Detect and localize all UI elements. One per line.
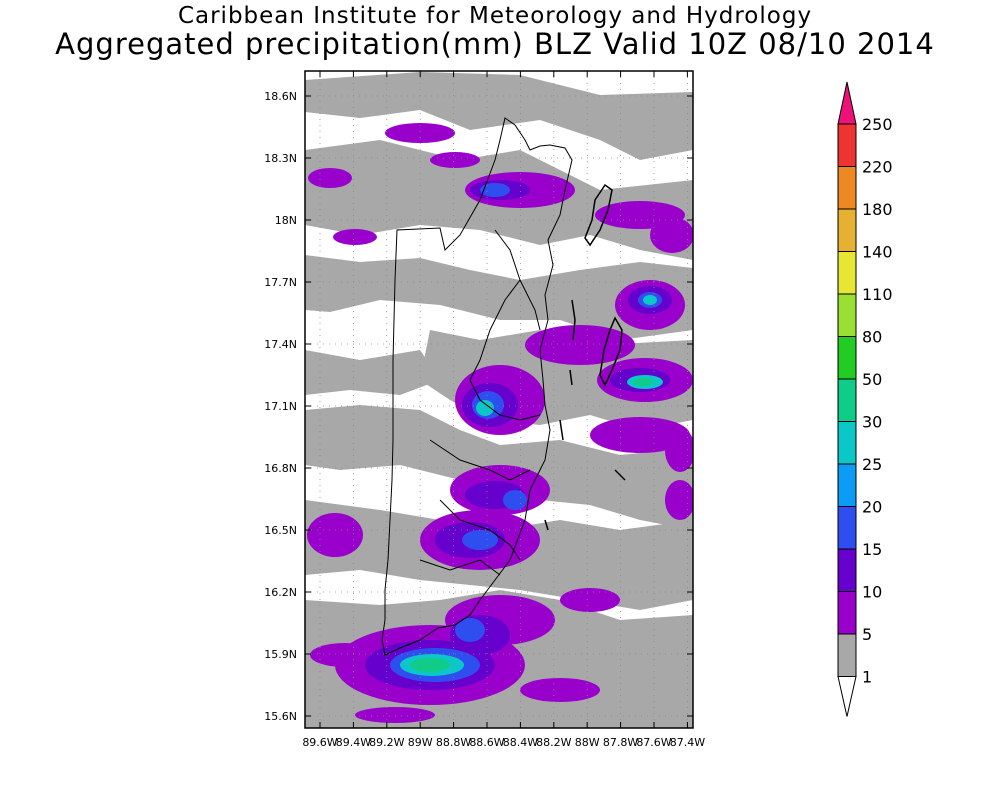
lat-label: 17.1N (264, 400, 297, 413)
lon-label: 89W (408, 736, 433, 749)
lat-label: 16.8N (264, 462, 297, 475)
colorbar-label: 30 (862, 413, 882, 432)
colorbar-box (837, 123, 857, 167)
colorbar-box (837, 293, 857, 337)
map-title: Caribbean Institute for Meteorology and … (177, 3, 813, 29)
offshore-cays (544, 183, 626, 531)
colorbar-upper-triangle (837, 81, 857, 125)
lon-label: 87.4W (670, 736, 705, 749)
colorbar-label: 250 (862, 115, 893, 134)
axis-ticks (305, 71, 693, 728)
colorbar-lower-triangle (837, 676, 857, 717)
country-boundaries (381, 117, 573, 656)
lon-label: 87.8W (603, 736, 638, 749)
colorbar-label: 15 (862, 540, 882, 559)
precipitation-field (305, 71, 693, 728)
colorbar-box (837, 633, 857, 677)
latitude-labels: 18.6N 18.3N 18N 17.7N 17.4N 17.1N 16.8N 16.5N 16… (264, 90, 297, 723)
colorbar-label: 110 (862, 285, 893, 304)
lat-label: 18.3N (264, 152, 297, 165)
colorbar-box (837, 463, 857, 507)
lat-label: 18.6N (264, 90, 297, 103)
colorbar-label: 80 (862, 328, 882, 347)
lon-label: 88.4W (503, 736, 538, 749)
lon-label: 87.6W (636, 736, 671, 749)
colorbar-label: 25 (862, 455, 882, 474)
map-frame (304, 70, 694, 729)
lon-label: 89.4W (336, 736, 371, 749)
lon-label: 88W (575, 736, 600, 749)
colorbar-box (837, 251, 857, 295)
colorbar-label: 180 (862, 200, 893, 219)
colorbar-label: 50 (862, 370, 882, 389)
lon-label: 88.2W (536, 736, 571, 749)
colorbar-box (837, 378, 857, 422)
colorbar-label: 20 (862, 498, 882, 517)
colorbar-label: 220 (862, 158, 893, 177)
lat-label: 18N (275, 214, 297, 227)
lon-label: 88.8W (436, 736, 471, 749)
lat-label: 16.5N (264, 524, 297, 537)
colorbar-label: 140 (862, 243, 893, 262)
colorbar-box (837, 548, 857, 592)
lat-label: 17.4N (264, 338, 297, 351)
lat-label: 16.2N (264, 586, 297, 599)
lat-label: 15.6N (264, 710, 297, 723)
lon-label: 88.6W (469, 736, 504, 749)
colorbar-box (837, 506, 857, 550)
colorbar-box (837, 208, 857, 252)
colorbar-box (837, 336, 857, 380)
colorbar-box (837, 591, 857, 635)
lat-label: 15.9N (264, 648, 297, 661)
colorbar-label: 1 (862, 668, 872, 687)
colorbar-box (837, 421, 857, 465)
colorbar-box (837, 166, 857, 210)
map-subtitle: Aggregated precipitation(mm) BLZ Valid 1… (55, 27, 935, 61)
lat-label: 17.7N (264, 276, 297, 289)
colorbar-label: 10 (862, 583, 882, 602)
lon-label: 89.6W (302, 736, 337, 749)
lon-label: 89.2W (369, 736, 404, 749)
colorbar-label: 5 (862, 625, 872, 644)
